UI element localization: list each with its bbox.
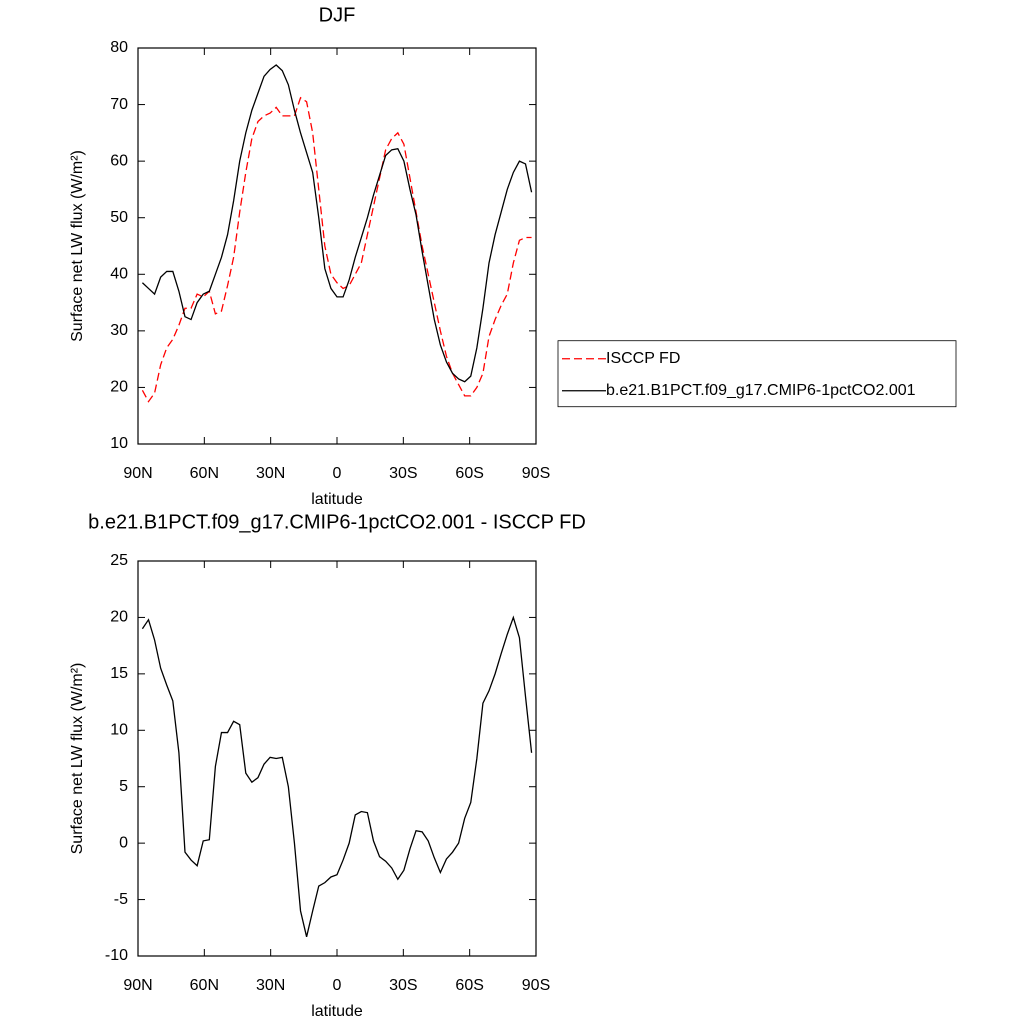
y-tick-label: 40 bbox=[110, 266, 128, 283]
data-line bbox=[141, 615, 533, 937]
x-tick-label: 30S bbox=[389, 465, 417, 482]
chart-title: b.e21.B1PCT.f09_g17.CMIP6-1pctCO2.001 - … bbox=[88, 511, 586, 533]
y-tick-label: 80 bbox=[110, 39, 128, 56]
x-tick-label: 60N bbox=[190, 977, 219, 994]
y-tick-label: 50 bbox=[110, 209, 128, 226]
y-tick-label: 20 bbox=[110, 379, 128, 396]
x-tick-label: 30N bbox=[256, 977, 285, 994]
y-tick-label: 60 bbox=[110, 152, 128, 169]
y-tick-label: 0 bbox=[119, 834, 128, 851]
x-tick-label: 0 bbox=[333, 977, 342, 994]
y-tick-label: -10 bbox=[105, 947, 128, 964]
x-tick-label: 0 bbox=[333, 465, 342, 482]
x-tick-label: 60S bbox=[455, 465, 483, 482]
x-tick-label: 30S bbox=[389, 977, 417, 994]
x-tick-label: 60S bbox=[455, 977, 483, 994]
y-tick-label: 10 bbox=[110, 722, 128, 739]
y-tick-label: 70 bbox=[110, 96, 128, 113]
data-line bbox=[141, 96, 532, 403]
x-tick-label: 90S bbox=[522, 465, 550, 482]
y-tick-label: 15 bbox=[110, 665, 128, 682]
legend-label: b.e21.B1PCT.f09_g17.CMIP6-1pctCO2.001 bbox=[606, 382, 916, 399]
y-tick-label: 5 bbox=[119, 778, 128, 795]
y-axis-label: Surface net LW flux (W/m²) bbox=[69, 150, 86, 342]
x-axis-label: latitude bbox=[311, 491, 363, 508]
x-tick-label: 90N bbox=[123, 977, 152, 994]
y-tick-label: 10 bbox=[110, 435, 128, 452]
y-tick-label: 20 bbox=[110, 609, 128, 626]
y-tick-label: 30 bbox=[110, 322, 128, 339]
y-tick-label: 25 bbox=[110, 552, 128, 569]
data-line bbox=[141, 64, 533, 383]
x-tick-label: 60N bbox=[190, 465, 219, 482]
plot-frame bbox=[137, 47, 537, 445]
legend-label: ISCCP FD bbox=[606, 350, 680, 367]
x-tick-label: 30N bbox=[256, 465, 285, 482]
y-axis-label: Surface net LW flux (W/m²) bbox=[69, 663, 86, 855]
x-tick-label: 90N bbox=[123, 465, 152, 482]
chart-title: DJF bbox=[319, 4, 356, 26]
x-axis-label: latitude bbox=[311, 1003, 363, 1020]
y-tick-label: -5 bbox=[114, 891, 128, 908]
legend-box bbox=[557, 340, 957, 408]
x-tick-label: 90S bbox=[522, 977, 550, 994]
